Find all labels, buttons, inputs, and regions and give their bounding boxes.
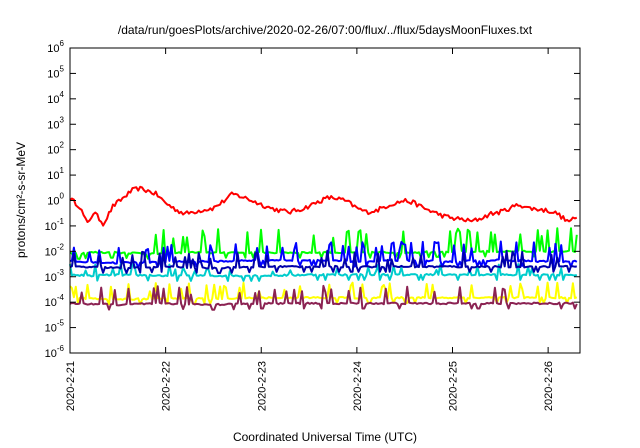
flux-series-line-7 [69, 284, 578, 311]
y-axis-label: protons/cm²-s-sr-MeV [14, 142, 28, 258]
y-tick-label: 10-6 [45, 344, 65, 360]
x-tick-label: 2020-2-25 [448, 361, 460, 411]
y-tick-label: 102 [47, 141, 64, 157]
chart-title: /data/run/goesPlots/archive/2020-02-26/0… [118, 23, 533, 37]
x-tick-label: 2020-2-26 [543, 361, 555, 411]
y-axis: 10-6 10-5 10-4 10-3 10-2 10-1 100 101 102 103 104 1… [45, 39, 580, 360]
x-axis: 2020-2-21 2020-2-22 2020-2-23 2020-2-24 2020… [65, 48, 555, 411]
flux-series-line-3 [69, 263, 578, 282]
flux-series-line-5 [69, 249, 577, 275]
x-tick-label: 2020-2-24 [352, 361, 364, 411]
y-tick-label: 100 [47, 192, 64, 208]
y-tick-label: 10-1 [45, 217, 65, 233]
plot-frame [69, 47, 581, 354]
y-tick-label: 10-5 [45, 319, 65, 335]
y-tick-label: 103 [47, 115, 64, 131]
x-tick-label: 2020-2-21 [65, 361, 77, 411]
flux-series-line-4 [69, 240, 578, 269]
x-tick-label: 2020-2-23 [256, 361, 268, 411]
x-axis-label: Coordinated Universal Time (UTC) [233, 430, 417, 444]
y-tick-label: 104 [47, 90, 64, 106]
y-tick-label: 106 [47, 39, 64, 55]
y-tick-label: 105 [47, 64, 64, 80]
flux-series-line-2 [69, 227, 578, 260]
y-tick-label: 10-2 [45, 242, 65, 258]
y-tick-label: 101 [47, 166, 64, 182]
y-tick-label: 10-4 [45, 293, 65, 309]
plot-lines [69, 185, 578, 311]
x-tick-label: 2020-2-22 [161, 361, 173, 411]
flux-series-line-1 [69, 185, 578, 227]
y-tick-label: 10-3 [45, 268, 65, 284]
